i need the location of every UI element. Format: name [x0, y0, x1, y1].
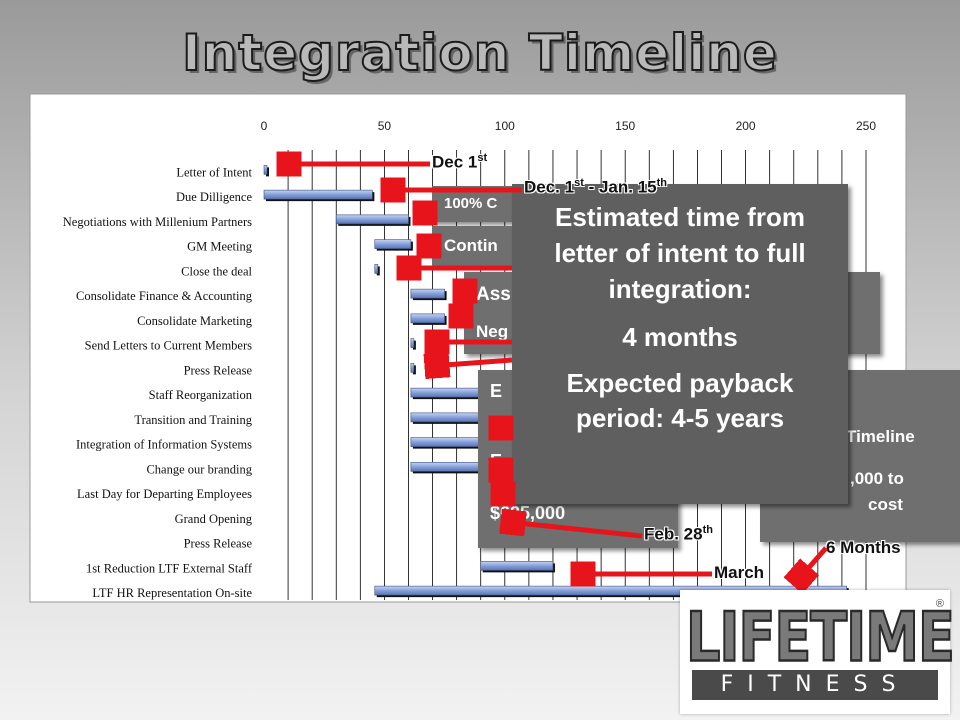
category-label: Consolidate Marketing [137, 314, 253, 328]
callout-march: March [714, 563, 764, 583]
gantt-bar [410, 338, 415, 348]
gantt-bar [335, 214, 409, 225]
callout-six-months: 6 Months [826, 538, 901, 558]
logo-subtitle: FITNESS [692, 670, 938, 700]
summary-line-2: 4 months [622, 321, 738, 352]
slide-title: Integration Timeline [181, 23, 778, 83]
gantt-bar [263, 189, 373, 200]
callout-march-text: March [714, 563, 765, 582]
gantt-bar [410, 363, 415, 373]
logo-registered-mark: ® [935, 598, 944, 610]
category-label: LTF HR Representation On-site [92, 586, 252, 600]
box-timeline-line3: cost [868, 495, 903, 514]
x-tick-label: 100 [495, 119, 515, 133]
gantt-bar [410, 288, 445, 299]
callout-dec-jan-text-b: - Jan. 15 [583, 177, 657, 197]
callout-dec1: Dec 1st [432, 152, 487, 173]
category-label: GM Meeting [187, 240, 253, 254]
category-label: 1st Reduction LTF External Staff [86, 561, 253, 575]
box-staff-line1: E [490, 381, 503, 401]
x-tick-label: 150 [615, 119, 635, 133]
box-staff-line5: $625,000 [490, 503, 566, 524]
category-label: Integration of Information Systems [76, 438, 252, 452]
box-negotiations-text: Contin [444, 236, 498, 255]
category-label: Consolidate Finance & Accounting [76, 289, 253, 303]
box-timeline-line2: ,000 to [850, 469, 904, 488]
category-label: Change our branding [146, 462, 252, 476]
summary-line-1: Estimated time from letter of intent to … [554, 202, 806, 304]
gantt-bar [410, 462, 479, 472]
callout-dec1-text: Dec 1 [432, 152, 478, 172]
category-label: Grand Opening [175, 512, 253, 526]
x-tick-label: 0 [261, 119, 268, 133]
bar-shadow [376, 266, 380, 276]
gantt-bar [410, 412, 479, 423]
bar-shadow [412, 365, 416, 375]
box-consolidate-line2: Neg [476, 322, 509, 341]
gantt-bar [410, 437, 479, 447]
category-label: Last Day for Departing Employees [77, 487, 252, 501]
category-label: Press Release [184, 537, 253, 551]
summary-box: Estimated time from letter of intent to … [512, 184, 848, 504]
summary-line-3: Expected payback period: 4-5 years [566, 367, 794, 434]
category-label: Send Letters to Current Members [85, 339, 252, 353]
callout-dec-jan-sup2: th [656, 177, 668, 189]
callout-six-months-text: 6 Months [826, 538, 901, 557]
category-label: Staff Reorganization [149, 388, 253, 402]
category-label: Press Release [184, 363, 253, 377]
gantt-bar [410, 313, 445, 324]
category-label: Transition and Training [134, 413, 252, 427]
gantt-bar [263, 165, 268, 175]
callout-dec-jan-sup1: st [574, 177, 584, 189]
logo-wordmark: LIFETIME [685, 597, 956, 678]
category-label: Close the deal [181, 264, 252, 278]
category-label: Negotiations with Millenium Partners [63, 215, 252, 229]
callout-dec-jan-text-a: Dec. 1 [524, 177, 575, 197]
callout-dec-jan: Dec. 1st - Jan. 15th [524, 177, 667, 198]
callout-dec1-sup: st [477, 152, 488, 164]
callout-feb28-text: Feb. 28 [644, 524, 703, 544]
gantt-bar [374, 239, 412, 249]
x-tick-label: 250 [856, 119, 876, 133]
box-due-diligence-text: 100% C [444, 195, 498, 212]
callout-feb28: Feb. 28th [644, 524, 713, 545]
x-tick-label: 200 [736, 119, 756, 133]
x-tick-label: 50 [378, 119, 392, 133]
box-timeline-line1: Timeline [846, 427, 915, 446]
lifetime-fitness-logo: LIFETIME ® FITNESS [680, 590, 956, 714]
category-label: Due Dilligence [176, 190, 252, 204]
bar-shadow [266, 167, 269, 177]
category-label: Letter of Intent [176, 165, 252, 179]
callout-feb28-sup: th [702, 524, 713, 536]
bar-shadow [412, 340, 416, 350]
box-consolidate-line1: Ass [476, 284, 511, 305]
gantt-bar [410, 387, 479, 398]
gantt-bar [480, 561, 554, 571]
gantt-bar [374, 264, 379, 274]
